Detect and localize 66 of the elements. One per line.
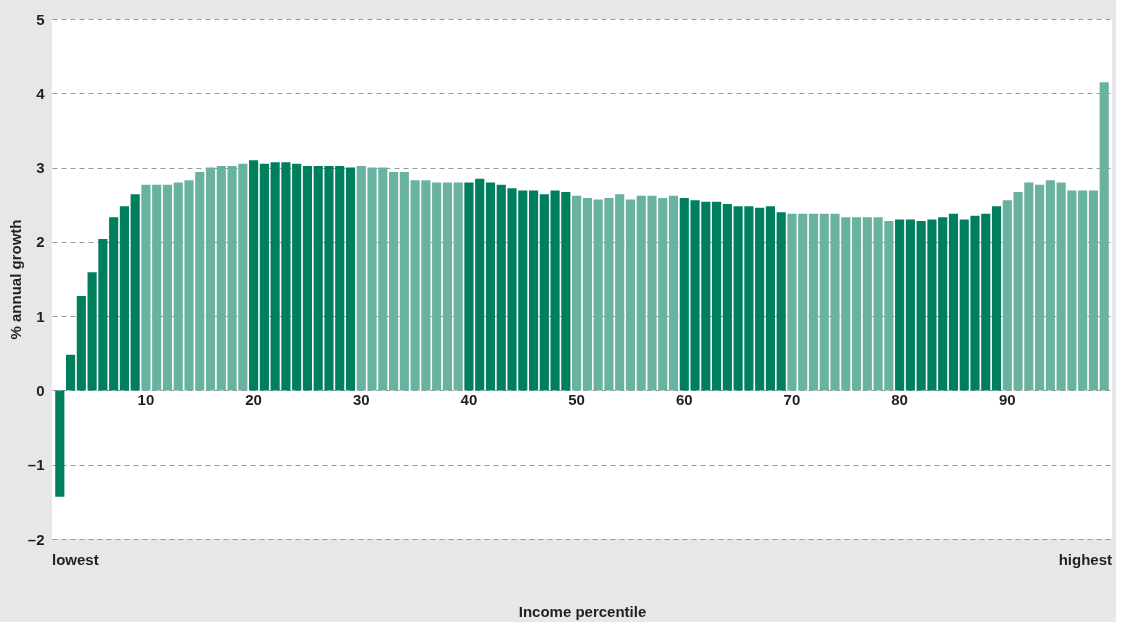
bar — [539, 194, 549, 391]
bar — [249, 160, 259, 391]
bar — [572, 195, 582, 391]
x-tick-label: 60 — [675, 390, 693, 408]
bar — [712, 201, 722, 391]
y-tick-label: 3 — [36, 159, 45, 177]
y-tick-label: 1 — [36, 307, 45, 325]
bar — [259, 163, 269, 391]
bar — [1035, 184, 1045, 391]
x-tick-label: 90 — [998, 390, 1016, 408]
y-tick-label: 4 — [36, 84, 46, 102]
bar — [668, 195, 679, 391]
bar — [851, 217, 862, 391]
bar — [55, 390, 65, 497]
bar — [895, 219, 905, 391]
text: lowest — [52, 551, 99, 568]
x-tick-label: 20 — [245, 390, 262, 408]
bar — [292, 163, 302, 391]
bar — [905, 219, 915, 391]
bar — [862, 217, 872, 391]
bar — [109, 217, 119, 391]
bar — [302, 166, 313, 391]
y-tick-label: 2 — [36, 233, 45, 251]
bar — [1045, 180, 1055, 391]
bar — [442, 182, 452, 391]
y-axis-title: % annual growth — [6, 219, 24, 340]
bar — [948, 213, 959, 391]
bar — [625, 199, 636, 391]
bar — [722, 203, 732, 391]
y-tick-label: 0 — [36, 381, 45, 399]
text: highest — [1058, 551, 1112, 568]
bar — [1099, 82, 1109, 391]
y-tick-label: –1 — [27, 456, 45, 474]
bar — [432, 182, 442, 391]
bar — [345, 167, 356, 391]
bar — [399, 172, 409, 391]
x-tick-label: 30 — [352, 390, 370, 408]
y-tick-label: 5 — [36, 10, 45, 28]
bar — [119, 206, 129, 391]
bar — [453, 182, 463, 391]
bar — [216, 166, 226, 391]
bar — [130, 194, 140, 391]
x-tick-label: 70 — [783, 390, 801, 408]
bar — [389, 172, 399, 391]
bar — [808, 213, 819, 391]
bar — [76, 296, 86, 391]
bar — [991, 206, 1002, 391]
bar — [765, 206, 775, 391]
bar — [205, 167, 216, 391]
bar — [66, 354, 76, 391]
y-tick-label: –2 — [27, 530, 45, 548]
bar — [485, 182, 496, 391]
bar — [528, 190, 539, 391]
x-tick-label: 80 — [891, 390, 908, 408]
x-tick-label: 10 — [137, 390, 155, 408]
bar — [776, 212, 786, 391]
x-tick-label: 50 — [568, 390, 585, 408]
bar — [162, 184, 173, 391]
bar — [1088, 190, 1098, 391]
bar — [582, 198, 592, 391]
bar — [755, 207, 765, 391]
bar — [1078, 190, 1088, 391]
bar — [615, 194, 625, 391]
x-axis-title: Income percentile — [518, 602, 647, 620]
x-tick-label: 40 — [460, 390, 478, 408]
bar — [938, 217, 948, 391]
